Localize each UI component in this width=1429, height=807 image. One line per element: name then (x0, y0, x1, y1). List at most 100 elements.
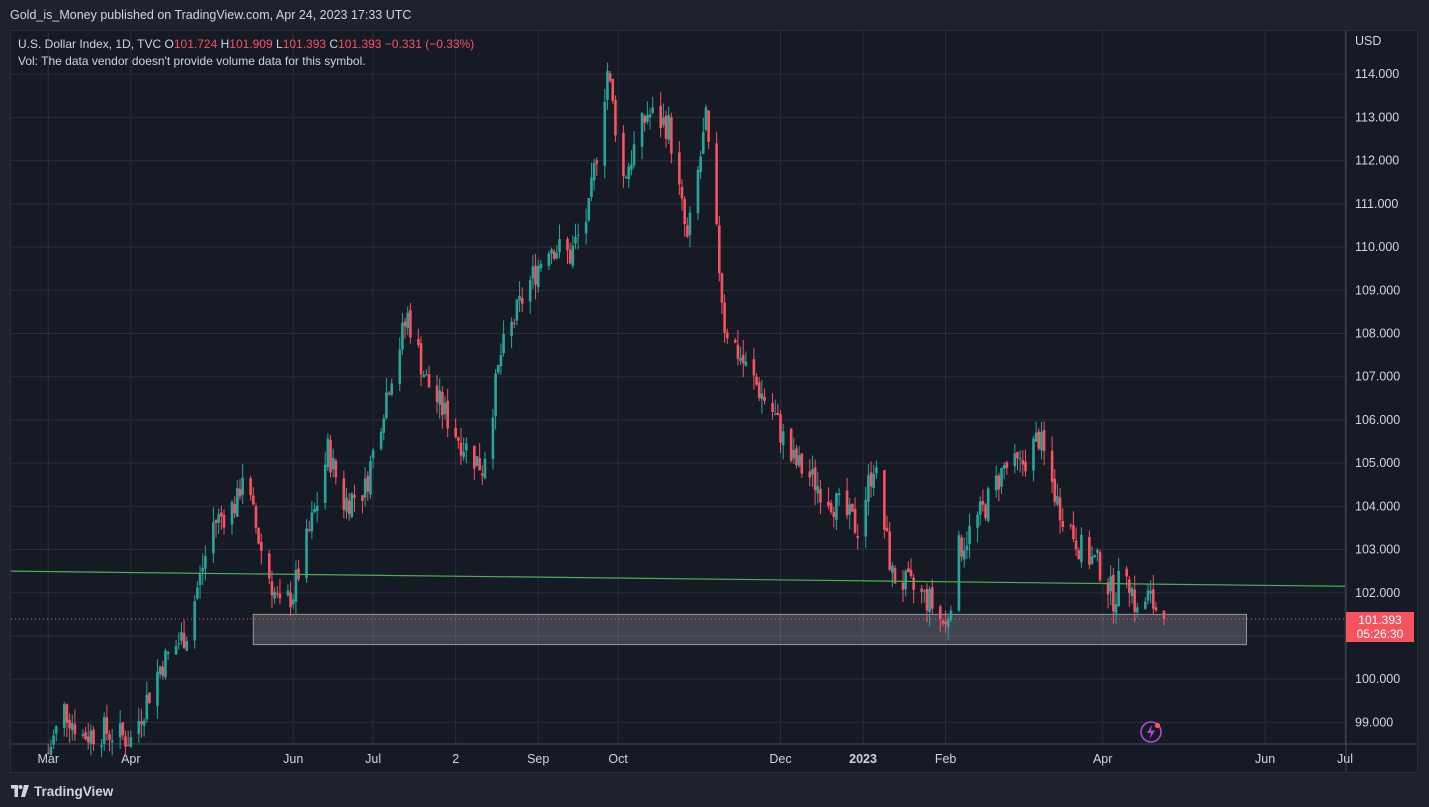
candle-body (100, 745, 103, 747)
legend-open-value: 101.724 (173, 37, 218, 51)
y-tick-label: 112.000 (1355, 154, 1399, 168)
candle-body (204, 556, 207, 569)
candle-body (965, 545, 969, 551)
brand-name[interactable]: TradingView (34, 783, 114, 799)
chart-frame[interactable] (10, 30, 1418, 773)
candle-body (201, 568, 205, 572)
candle-body (574, 236, 577, 244)
candle-body (835, 493, 838, 520)
candle-body (1040, 431, 1043, 451)
candle-body (478, 458, 481, 471)
candle-body (329, 440, 332, 473)
candle-body (760, 393, 764, 400)
candle-body (124, 736, 127, 747)
candle-body (576, 234, 580, 236)
candle-body (664, 115, 668, 139)
candle-body (614, 100, 617, 136)
candle-body (795, 448, 798, 466)
candle-body (752, 359, 756, 376)
candle-body (797, 455, 801, 466)
candle-body (166, 652, 170, 654)
candle-body (390, 383, 394, 395)
candle-body (707, 110, 710, 142)
candle-body (558, 238, 561, 253)
candle-body (571, 245, 575, 266)
candle-body (611, 78, 615, 101)
candle-body (1088, 536, 1091, 565)
candle-body (254, 506, 258, 528)
candle-body (592, 163, 596, 181)
candle-body (475, 456, 479, 467)
candle-body (925, 588, 929, 611)
lightning-icon[interactable] (1139, 720, 1163, 744)
candle-body (425, 374, 428, 376)
candle-body (845, 490, 849, 516)
candle-body (86, 736, 90, 743)
support-zone (252, 613, 1247, 646)
candle-body (164, 650, 167, 678)
candle-body (382, 418, 386, 433)
legend-low-label: L (276, 37, 283, 51)
candle-body (417, 339, 420, 345)
candle-body (156, 671, 159, 707)
candle-body (872, 473, 876, 489)
candle-body (81, 733, 85, 736)
candle-body (294, 569, 298, 602)
y-tick-label: 110.000 (1355, 240, 1399, 254)
candle-body (108, 734, 111, 740)
candle-body (435, 385, 439, 402)
candle-body (632, 144, 636, 166)
candle-body (1056, 496, 1059, 505)
candle-body (651, 107, 655, 113)
candle-body (590, 177, 593, 198)
x-tick-label: Apr (121, 752, 140, 766)
candle-body (755, 376, 758, 385)
candle-body (379, 431, 383, 449)
candle-body (110, 740, 114, 743)
candle-body (1133, 589, 1136, 612)
candle-body (230, 502, 234, 525)
candle-body (177, 643, 181, 645)
candle-body (1058, 497, 1062, 521)
candle-body (334, 460, 338, 478)
candle-body (385, 392, 388, 419)
candle-body (275, 593, 279, 595)
candle-body (286, 590, 290, 596)
candle-body (869, 472, 873, 487)
candle-body (222, 514, 226, 528)
candle-body (1090, 556, 1094, 564)
candle-body (401, 322, 404, 350)
candle-body (981, 501, 985, 505)
candle-body (313, 508, 316, 513)
candle-body (278, 593, 282, 599)
candle-body (73, 724, 77, 735)
candle-body (140, 721, 143, 725)
candle-body (587, 198, 591, 221)
candle-body (733, 339, 737, 343)
candle-body (962, 550, 966, 560)
candle-body (630, 164, 633, 170)
candle-body (233, 504, 236, 514)
candle-body (550, 249, 553, 254)
candle-body (1037, 431, 1041, 449)
x-tick-label: 2 (452, 752, 459, 766)
candle-body (1162, 610, 1166, 619)
candle-body (1021, 460, 1025, 465)
legend-close-value: 101.393 (338, 37, 382, 51)
candle-body (986, 488, 990, 521)
candle-body (736, 344, 740, 359)
candle-body (659, 105, 662, 128)
candle-body (515, 299, 519, 321)
x-tick-label: Jun (1255, 752, 1275, 766)
tradingview-logo-icon[interactable] (10, 784, 30, 798)
candle-body (1146, 590, 1150, 601)
candle-body (976, 514, 979, 528)
candle-body (361, 495, 364, 501)
candle-body (568, 249, 572, 264)
candle-body (267, 553, 271, 579)
candle-body (904, 570, 907, 590)
candle-body (1154, 607, 1158, 611)
candle-body (331, 457, 335, 470)
candle-body (800, 453, 804, 474)
